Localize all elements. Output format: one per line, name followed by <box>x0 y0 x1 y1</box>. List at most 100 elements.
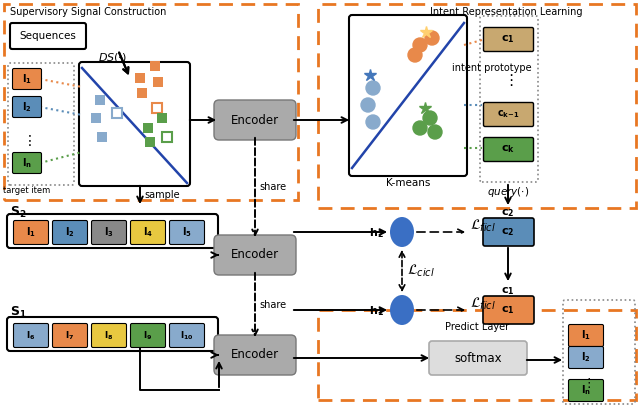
Bar <box>150 61 160 71</box>
Text: softmax: softmax <box>454 352 502 365</box>
Text: Predict Layer: Predict Layer <box>445 322 509 332</box>
Text: $\mathbf{l_5}$: $\mathbf{l_5}$ <box>182 226 192 239</box>
Text: $\mathbf{l_4}$: $\mathbf{l_4}$ <box>143 226 153 239</box>
Text: $\mathbf{l_7}$: $\mathbf{l_7}$ <box>65 329 74 342</box>
Ellipse shape <box>390 217 414 247</box>
FancyBboxPatch shape <box>170 324 205 347</box>
FancyBboxPatch shape <box>349 15 467 176</box>
Text: $\mathbf{l_1}$: $\mathbf{l_1}$ <box>581 328 591 342</box>
FancyBboxPatch shape <box>13 220 49 245</box>
Text: Sequences: Sequences <box>20 31 76 41</box>
Ellipse shape <box>390 295 414 325</box>
Text: $\vdots$: $\vdots$ <box>503 72 513 88</box>
Text: $\vdots$: $\vdots$ <box>22 132 32 147</box>
Text: $\mathbf{S_1}$: $\mathbf{S_1}$ <box>10 305 27 320</box>
Text: $\mathbf{l_1}$: $\mathbf{l_1}$ <box>26 226 36 239</box>
Text: $\mathbf{l_{10}}$: $\mathbf{l_{10}}$ <box>180 329 194 342</box>
FancyBboxPatch shape <box>13 324 49 347</box>
Text: $\mathbf{l_8}$: $\mathbf{l_8}$ <box>104 329 113 342</box>
FancyBboxPatch shape <box>7 317 218 351</box>
Text: $\mathbf{c_{k\!-\!1}}$: $\mathbf{c_{k\!-\!1}}$ <box>497 109 520 120</box>
Bar <box>318 310 636 400</box>
Text: $\mathbf{c_k}$: $\mathbf{c_k}$ <box>501 144 515 156</box>
FancyBboxPatch shape <box>92 324 127 347</box>
Text: $\mathbf{c_1}$: $\mathbf{c_1}$ <box>501 304 515 316</box>
Text: $\mathbf{l_2}$: $\mathbf{l_2}$ <box>22 100 32 114</box>
Circle shape <box>423 111 437 125</box>
Text: $\mathcal{L}_{ficl}$: $\mathcal{L}_{ficl}$ <box>470 218 496 234</box>
FancyBboxPatch shape <box>52 220 88 245</box>
Text: $\vdots$: $\vdots$ <box>582 376 591 390</box>
Text: $\mathcal{L}_{ficl}$: $\mathcal{L}_{ficl}$ <box>470 296 496 312</box>
Circle shape <box>366 81 380 95</box>
FancyBboxPatch shape <box>483 28 534 51</box>
Bar <box>162 132 172 142</box>
Text: share: share <box>259 300 286 310</box>
Text: $\mathbf{l_2}$: $\mathbf{l_2}$ <box>581 351 591 365</box>
Bar <box>97 132 107 142</box>
Circle shape <box>413 38 427 52</box>
Bar <box>91 113 101 123</box>
Text: Encoder: Encoder <box>231 348 279 362</box>
Text: $\mathbf{l_n}$: $\mathbf{l_n}$ <box>581 384 591 397</box>
Bar <box>152 103 162 113</box>
Circle shape <box>428 125 442 139</box>
FancyBboxPatch shape <box>131 220 166 245</box>
Text: $\mathbf{l_n}$: $\mathbf{l_n}$ <box>22 156 32 170</box>
Text: $\mathbf{h_1}$: $\mathbf{h_1}$ <box>369 304 384 318</box>
Text: Intent Representation Learning: Intent Representation Learning <box>430 7 582 17</box>
Text: $\mathbf{h_2}$: $\mathbf{h_2}$ <box>369 226 384 240</box>
Bar <box>95 95 105 105</box>
FancyBboxPatch shape <box>483 218 534 246</box>
Text: $\mathbf{l_9}$: $\mathbf{l_9}$ <box>143 329 152 342</box>
Bar <box>318 4 636 208</box>
Text: share: share <box>259 182 286 192</box>
FancyBboxPatch shape <box>13 96 42 117</box>
FancyBboxPatch shape <box>214 235 296 275</box>
Bar <box>4 4 298 200</box>
Bar <box>157 113 167 123</box>
Text: $\mathbf{c_1}$: $\mathbf{c_1}$ <box>501 285 515 297</box>
FancyBboxPatch shape <box>568 324 604 347</box>
FancyBboxPatch shape <box>13 153 42 173</box>
Bar <box>145 137 155 147</box>
FancyBboxPatch shape <box>568 347 604 369</box>
Text: sample: sample <box>144 190 180 200</box>
FancyBboxPatch shape <box>131 324 166 347</box>
Bar <box>137 88 147 98</box>
Circle shape <box>413 121 427 135</box>
Bar <box>153 77 163 87</box>
FancyBboxPatch shape <box>52 324 88 347</box>
Bar <box>112 108 122 118</box>
FancyBboxPatch shape <box>483 102 534 126</box>
Text: Encoder: Encoder <box>231 249 279 262</box>
Text: $\mathbf{l_3}$: $\mathbf{l_3}$ <box>104 226 114 239</box>
FancyBboxPatch shape <box>92 220 127 245</box>
Circle shape <box>366 115 380 129</box>
FancyBboxPatch shape <box>214 335 296 375</box>
Text: $\mathbf{l_6}$: $\mathbf{l_6}$ <box>26 329 36 342</box>
FancyBboxPatch shape <box>79 62 190 186</box>
Text: $\mathbf{c_1}$: $\mathbf{c_1}$ <box>501 34 515 45</box>
Circle shape <box>425 31 439 45</box>
Text: K-means: K-means <box>386 178 430 188</box>
Text: $\mathcal{L}_{cicl}$: $\mathcal{L}_{cicl}$ <box>407 263 435 279</box>
FancyBboxPatch shape <box>13 68 42 90</box>
FancyBboxPatch shape <box>483 296 534 324</box>
Text: $\mathbf{l_1}$: $\mathbf{l_1}$ <box>22 72 32 86</box>
FancyBboxPatch shape <box>170 220 205 245</box>
Text: target item: target item <box>3 186 51 195</box>
FancyBboxPatch shape <box>214 100 296 140</box>
Text: Supervisory Signal Construction: Supervisory Signal Construction <box>10 7 166 17</box>
Text: $DS(\cdot)$: $DS(\cdot)$ <box>97 51 127 64</box>
Bar <box>135 73 145 83</box>
Text: $\mathbf{c_2}$: $\mathbf{c_2}$ <box>501 226 515 238</box>
FancyBboxPatch shape <box>568 379 604 401</box>
FancyBboxPatch shape <box>483 138 534 162</box>
Text: Encoder: Encoder <box>231 113 279 126</box>
Bar <box>143 123 153 133</box>
Text: $\mathbf{l_2}$: $\mathbf{l_2}$ <box>65 226 75 239</box>
Text: $query(\cdot)$: $query(\cdot)$ <box>487 185 529 199</box>
FancyBboxPatch shape <box>429 341 527 375</box>
Text: $\mathbf{S_2}$: $\mathbf{S_2}$ <box>10 205 26 220</box>
